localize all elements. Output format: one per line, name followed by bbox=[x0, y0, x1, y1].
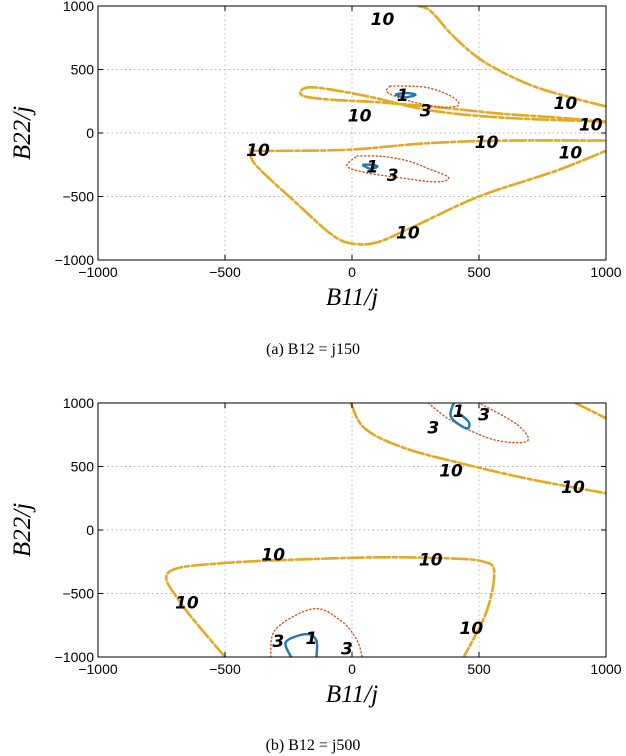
subfigure-caption: (a) B12 = j150 bbox=[266, 341, 360, 358]
y-tick-label: −500 bbox=[62, 586, 94, 602]
contour-label: 3 bbox=[272, 632, 284, 652]
contour-label: 3 bbox=[478, 406, 490, 426]
contour-level-3 bbox=[427, 403, 530, 444]
y-tick-label: 1000 bbox=[63, 0, 94, 14]
x-tick-label: 1000 bbox=[590, 264, 621, 280]
contour-level-10 bbox=[416, 6, 606, 108]
y-tick-label: 500 bbox=[71, 62, 95, 78]
subfigure-caption: (b) B12 = j500 bbox=[266, 737, 361, 754]
contour-level-10 bbox=[164, 556, 496, 657]
y-tick-label: 0 bbox=[86, 522, 94, 538]
contour-level-10 bbox=[298, 85, 606, 124]
contour-label: 10 bbox=[348, 106, 372, 126]
x-tick-label: 500 bbox=[467, 264, 491, 280]
y-axis-label: B22/j bbox=[9, 106, 36, 160]
contour-level-10 bbox=[349, 403, 606, 495]
contour-label: 10 bbox=[419, 550, 443, 570]
contour-label: 10 bbox=[561, 478, 585, 498]
y-tick-label: −1000 bbox=[55, 649, 95, 665]
x-tick-label: 0 bbox=[348, 264, 356, 280]
contour-level-1 bbox=[284, 632, 319, 657]
contour-label: 10 bbox=[554, 94, 578, 114]
y-tick-label: 500 bbox=[71, 459, 95, 475]
contour-label: 10 bbox=[246, 141, 270, 161]
contour-label: 1 bbox=[397, 86, 409, 106]
contour-level-1 bbox=[361, 163, 379, 170]
x-axis-label: B11/j bbox=[326, 284, 378, 311]
contour-label: 10 bbox=[371, 10, 395, 30]
contour-label: 3 bbox=[420, 101, 432, 121]
x-tick-label: 1000 bbox=[590, 661, 621, 677]
contour-level-3 bbox=[346, 155, 450, 183]
y-tick-label: −500 bbox=[62, 189, 94, 205]
x-tick-label: −500 bbox=[209, 264, 241, 280]
contour-label: 3 bbox=[341, 639, 353, 659]
contour-label: 10 bbox=[396, 223, 420, 243]
y-tick-label: −1000 bbox=[55, 252, 95, 268]
y-axis-label: B22/j bbox=[9, 503, 36, 557]
x-tick-label: −1000 bbox=[78, 661, 118, 677]
y-tick-label: 0 bbox=[86, 125, 94, 141]
contour-label: 10 bbox=[559, 143, 583, 163]
contour-label: 1 bbox=[453, 402, 465, 422]
contour-label: 10 bbox=[460, 619, 484, 639]
contour-level-1 bbox=[394, 91, 417, 99]
x-tick-label: −1000 bbox=[78, 264, 118, 280]
contour-level-1 bbox=[449, 403, 471, 430]
x-tick-label: 0 bbox=[348, 661, 356, 677]
contour-level-3 bbox=[385, 85, 460, 108]
contour-label: 10 bbox=[439, 462, 463, 482]
contour-level-3 bbox=[270, 607, 363, 657]
contour-label: 10 bbox=[261, 545, 285, 565]
contour-level-10 bbox=[574, 403, 606, 420]
contour-label: 10 bbox=[175, 594, 199, 614]
x-tick-label: 500 bbox=[467, 661, 491, 677]
contour-label: 3 bbox=[427, 418, 439, 438]
contour-label: 3 bbox=[387, 166, 399, 186]
y-tick-label: 1000 bbox=[63, 395, 94, 411]
x-axis-label: B11/j bbox=[326, 681, 378, 708]
contour-level-10 bbox=[249, 148, 606, 246]
x-tick-label: −500 bbox=[209, 661, 241, 677]
contour-label: 1 bbox=[305, 629, 317, 649]
contour-level-10 bbox=[249, 139, 606, 153]
contour-label: 1 bbox=[366, 157, 378, 177]
contour-label: 10 bbox=[475, 133, 499, 153]
contour-label: 10 bbox=[579, 115, 603, 135]
